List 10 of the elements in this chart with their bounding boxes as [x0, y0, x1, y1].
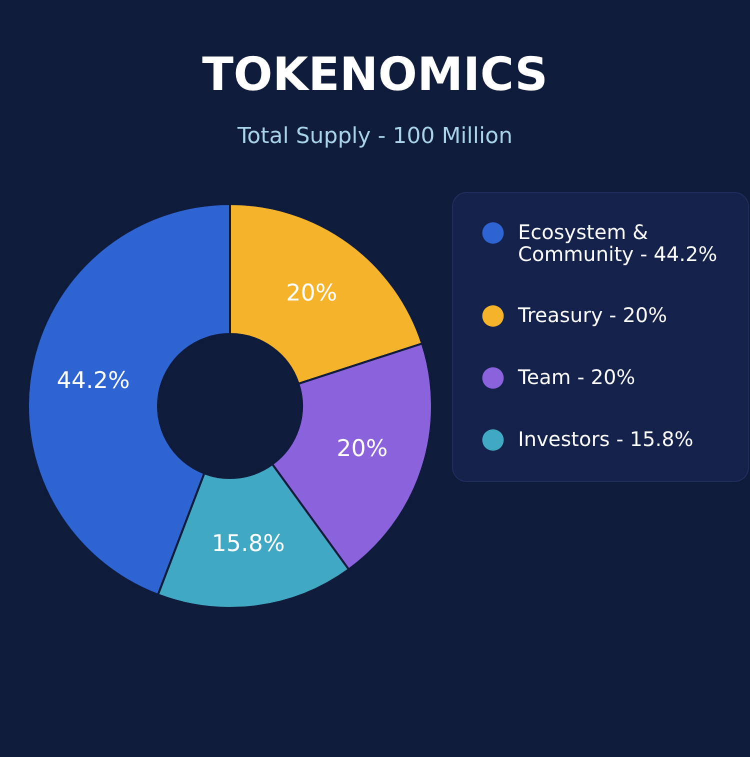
legend-label: Investors - 15.8% — [518, 427, 694, 451]
data-label: 15.8% — [212, 530, 285, 557]
chart-title: TOKENOMICS — [202, 47, 548, 101]
data-label: 20% — [286, 280, 338, 307]
legend-label: Team - 20% — [517, 365, 636, 389]
chart-subtitle: Total Supply - 100 Million — [236, 124, 513, 149]
data-label: 20% — [336, 436, 388, 462]
legend-label: Treasury - 20% — [517, 303, 668, 327]
data-label: 44.2% — [56, 368, 130, 394]
legend-label: Ecosystem & Community - 44.2% — [518, 220, 718, 266]
